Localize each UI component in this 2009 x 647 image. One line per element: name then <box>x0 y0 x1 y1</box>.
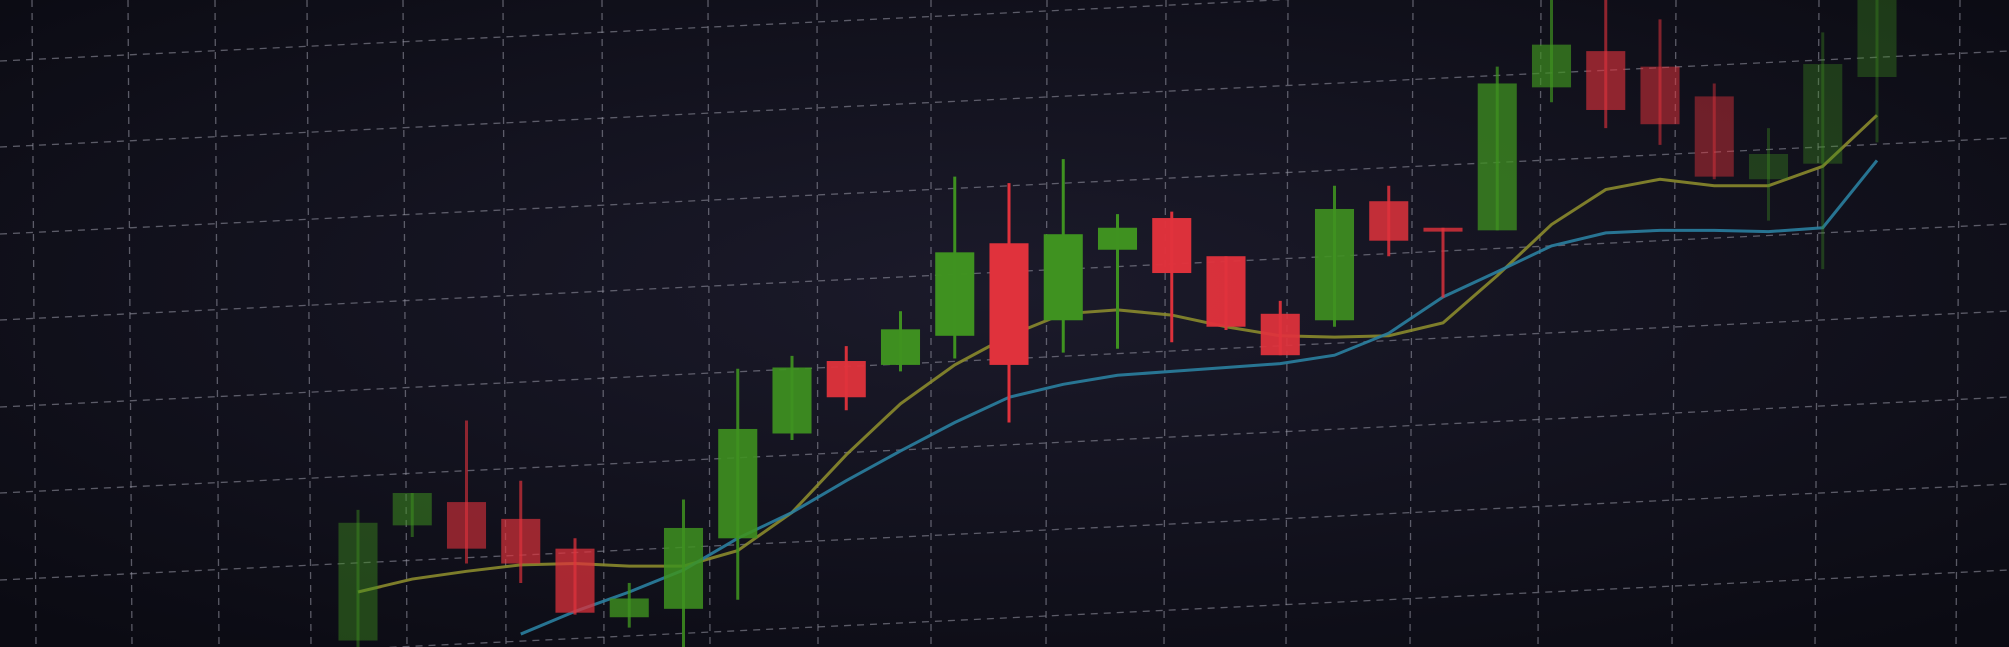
grid-line <box>0 137 2009 235</box>
candle-body <box>1586 51 1626 110</box>
grid-line <box>214 0 220 647</box>
candle-body <box>663 527 704 609</box>
candle-body <box>772 367 812 434</box>
grid-line <box>816 0 819 647</box>
grid-line <box>1409 0 1414 647</box>
candle-body <box>338 522 378 641</box>
grid-line <box>1814 0 1820 647</box>
candle-body <box>1803 64 1843 164</box>
candle-body <box>1694 96 1734 177</box>
candle-body <box>1152 218 1192 274</box>
candle-body <box>880 329 921 365</box>
candle-body <box>826 361 866 398</box>
grid-line <box>0 396 2009 494</box>
candle-body <box>1369 201 1409 241</box>
candle-body <box>1640 66 1680 125</box>
grid-line <box>707 0 711 647</box>
candle-body <box>446 502 487 549</box>
candle-body <box>1206 256 1246 327</box>
grid-line <box>0 483 2009 581</box>
grid-line <box>306 0 312 647</box>
candle-body <box>1531 44 1572 88</box>
grid-line <box>402 0 408 647</box>
grid-line <box>0 50 2009 148</box>
grid-line <box>1285 0 1289 647</box>
grid-line <box>0 0 1291 62</box>
grid-line <box>1163 0 1167 647</box>
candle-body <box>1423 227 1463 232</box>
candle-body <box>935 252 975 336</box>
candle-body <box>1477 83 1517 231</box>
grid-line <box>31 0 37 647</box>
candle-body <box>392 493 432 526</box>
grid-line <box>1537 0 1542 647</box>
candle-body <box>1748 153 1789 180</box>
candle-body <box>1097 227 1138 250</box>
candle-body <box>718 428 758 539</box>
candle-body <box>609 598 649 618</box>
grid-line <box>601 0 605 647</box>
grid-line <box>127 0 133 647</box>
grid-line <box>1955 0 1961 647</box>
candle-body <box>1260 313 1300 356</box>
grid-line <box>383 569 2009 647</box>
candle-body <box>1043 234 1083 321</box>
candle-body <box>501 518 541 564</box>
candle-body <box>555 548 595 613</box>
grid-line <box>1045 0 1048 647</box>
candle-body <box>1314 208 1355 321</box>
candle-body <box>989 243 1029 365</box>
candle-body <box>1857 0 1897 77</box>
